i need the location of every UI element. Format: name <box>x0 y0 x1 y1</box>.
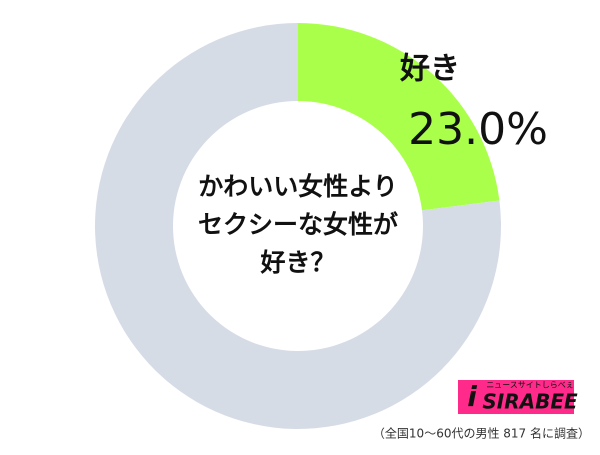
value-label: 23.0% <box>408 104 548 155</box>
logo-box <box>458 380 574 414</box>
center-text: 好き？ <box>259 248 335 277</box>
logo-name: SIRABEE <box>482 390 578 414</box>
logo-tagline: ニュースサイトしらべぇ <box>486 381 574 390</box>
center-text: かわいい女性より <box>198 172 398 201</box>
footnote: （全国10〜60代の男性 817 名に調査） <box>373 426 590 441</box>
slice-label: 好き <box>399 52 460 87</box>
center-text: セクシーな女性が <box>198 210 398 239</box>
slice <box>94 23 501 429</box>
logo: i SIRABEE ニュースサイトしらべぇ <box>458 380 578 414</box>
logo-icon: i <box>467 380 477 413</box>
slice <box>298 23 500 211</box>
